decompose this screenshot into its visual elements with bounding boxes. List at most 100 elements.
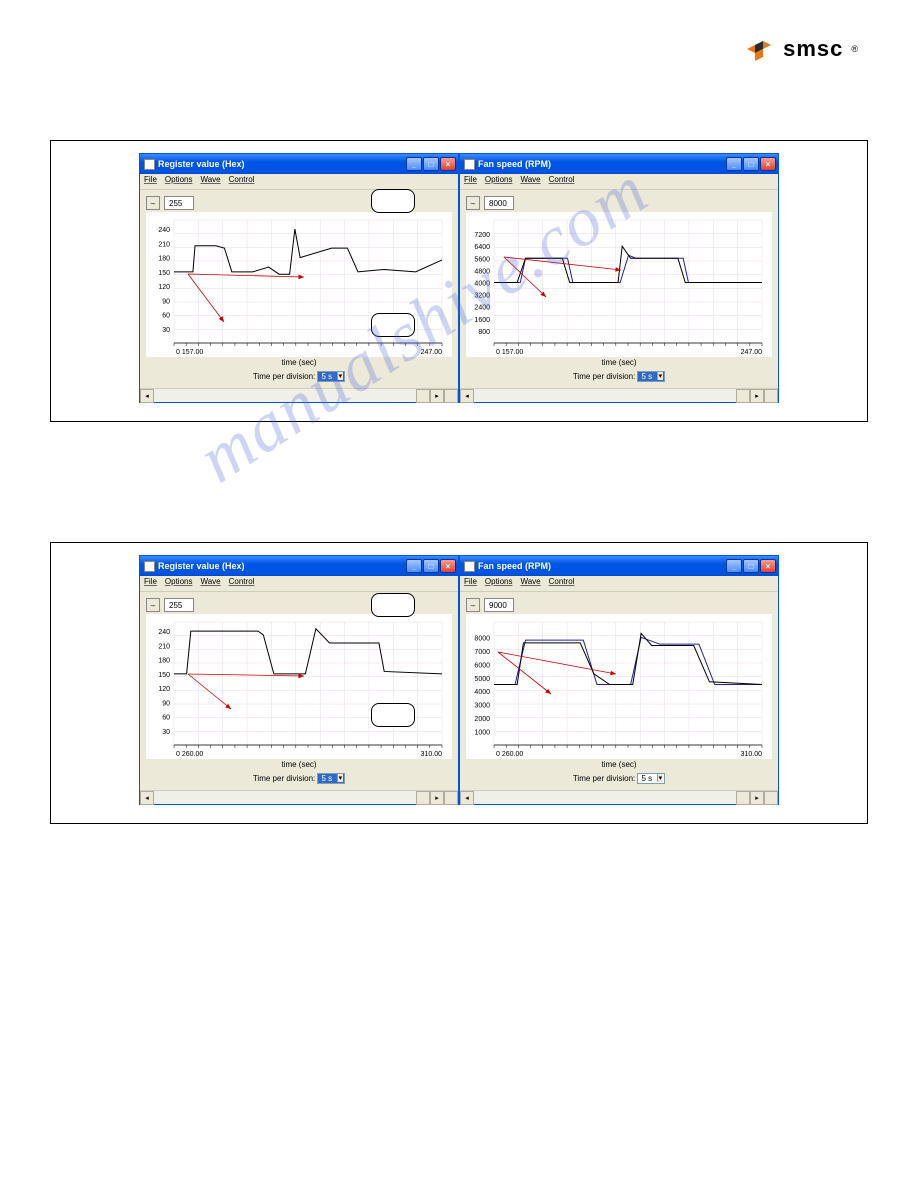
minimize-button[interactable]: _ (726, 559, 742, 573)
menu-item[interactable]: File (464, 577, 477, 590)
maximize-button[interactable]: □ (743, 559, 759, 573)
time-division: Time per division: 5 s (466, 367, 772, 386)
plot-window: Register value (Hex) _ □ × File Options Wa… (139, 555, 459, 805)
callout-box (371, 593, 415, 617)
svg-text:310.00: 310.00 (421, 751, 443, 758)
menu-item[interactable]: Wave (200, 175, 220, 188)
minimize-button[interactable]: _ (406, 559, 422, 573)
svg-text:3200: 3200 (474, 293, 490, 300)
menu-item[interactable]: Options (485, 175, 513, 188)
menu-item[interactable]: Options (485, 577, 513, 590)
scroll-track[interactable] (154, 791, 416, 804)
menu-item[interactable]: Control (549, 175, 575, 188)
menu-item[interactable]: Options (165, 175, 193, 188)
x-axis-label: time (sec) (146, 357, 452, 367)
collapse-button[interactable]: – (146, 598, 160, 612)
time-division-select[interactable]: 5 s (317, 371, 345, 382)
menu-item[interactable]: File (144, 577, 157, 590)
menu-item[interactable]: Wave (520, 577, 540, 590)
time-division-select[interactable]: 5 s (637, 773, 665, 784)
scroll-thumb[interactable] (416, 389, 430, 403)
svg-text:150: 150 (158, 672, 170, 679)
scroll-thumb[interactable] (736, 389, 750, 403)
svg-text:180: 180 (158, 256, 170, 263)
menubar: File Options Wave Control (140, 576, 458, 592)
max-value: 8000 (484, 196, 514, 210)
minimize-button[interactable]: _ (726, 157, 742, 171)
chart: 3060901201501802102400 260.00310.00 (146, 614, 452, 759)
chart: 800160024003200400048005600640072000 157… (466, 212, 772, 357)
scroll-track[interactable] (474, 389, 736, 402)
maximize-button[interactable]: □ (743, 157, 759, 171)
collapse-button[interactable]: – (146, 196, 160, 210)
scroll-track[interactable] (474, 791, 736, 804)
menu-item[interactable]: Control (229, 175, 255, 188)
scrollbar[interactable]: ◂ ▸ (140, 790, 458, 804)
time-division-select[interactable]: 5 s (637, 371, 665, 382)
collapse-button[interactable]: – (466, 598, 480, 612)
close-button[interactable]: × (760, 559, 776, 573)
menu-item[interactable]: Wave (200, 577, 220, 590)
x-axis-label: time (sec) (466, 357, 772, 367)
scrollbar[interactable]: ◂ ▸ (460, 388, 778, 402)
svg-text:120: 120 (158, 686, 170, 693)
scroll-right-button[interactable]: ▸ (430, 791, 444, 805)
window-icon (144, 159, 155, 170)
window-title: Fan speed (RPM) (478, 159, 551, 169)
svg-text:180: 180 (158, 658, 170, 665)
menu-item[interactable]: Wave (520, 175, 540, 188)
figure: Register value (Hex) _ □ × File Options Wa… (50, 140, 868, 422)
titlebar[interactable]: Fan speed (RPM) _ □ × (460, 154, 778, 174)
menu-item[interactable]: File (464, 175, 477, 188)
logo-reg: ® (851, 44, 858, 54)
titlebar[interactable]: Register value (Hex) _ □ × (140, 154, 458, 174)
chart: 100020003000400050006000700080000 260.00… (466, 614, 772, 759)
scroll-corner (764, 791, 778, 805)
scroll-left-button[interactable]: ◂ (140, 389, 154, 403)
svg-text:0 157.00: 0 157.00 (176, 349, 203, 356)
scroll-right-button[interactable]: ▸ (430, 389, 444, 403)
scroll-right-button[interactable]: ▸ (750, 389, 764, 403)
scroll-right-button[interactable]: ▸ (750, 791, 764, 805)
close-button[interactable]: × (440, 559, 456, 573)
scrollbar[interactable]: ◂ ▸ (140, 388, 458, 402)
x-axis-label: time (sec) (466, 759, 772, 769)
window-icon (464, 159, 475, 170)
collapse-button[interactable]: – (466, 196, 480, 210)
menu-item[interactable]: Options (165, 577, 193, 590)
menu-item[interactable]: File (144, 175, 157, 188)
scroll-thumb[interactable] (416, 791, 430, 805)
maximize-button[interactable]: □ (423, 559, 439, 573)
close-button[interactable]: × (760, 157, 776, 171)
callout-box (371, 313, 415, 337)
plot-window: Fan speed (RPM) _ □ × File Options Wave Con… (459, 555, 779, 805)
svg-text:310.00: 310.00 (741, 751, 763, 758)
svg-text:6000: 6000 (474, 662, 490, 669)
scroll-corner (444, 389, 458, 403)
minimize-button[interactable]: _ (406, 157, 422, 171)
max-value: 255 (164, 196, 194, 210)
scroll-left-button[interactable]: ◂ (140, 791, 154, 805)
menu-item[interactable]: Control (549, 577, 575, 590)
max-value: 255 (164, 598, 194, 612)
scroll-left-button[interactable]: ◂ (460, 389, 474, 403)
titlebar[interactable]: Fan speed (RPM) _ □ × (460, 556, 778, 576)
svg-text:30: 30 (162, 729, 170, 736)
scrollbar[interactable]: ◂ ▸ (460, 790, 778, 804)
titlebar[interactable]: Register value (Hex) _ □ × (140, 556, 458, 576)
window-title: Register value (Hex) (158, 561, 245, 571)
scroll-thumb[interactable] (736, 791, 750, 805)
menubar: File Options Wave Control (460, 576, 778, 592)
window-title: Register value (Hex) (158, 159, 245, 169)
svg-text:7200: 7200 (474, 232, 490, 239)
scroll-left-button[interactable]: ◂ (460, 791, 474, 805)
svg-text:3000: 3000 (474, 703, 490, 710)
maximize-button[interactable]: □ (423, 157, 439, 171)
scroll-track[interactable] (154, 389, 416, 402)
menu-item[interactable]: Control (229, 577, 255, 590)
x-axis-label: time (sec) (146, 759, 452, 769)
svg-text:0 260.00: 0 260.00 (176, 751, 203, 758)
close-button[interactable]: × (440, 157, 456, 171)
time-division-select[interactable]: 5 s (317, 773, 345, 784)
time-division: Time per division: 5 s (146, 769, 452, 788)
